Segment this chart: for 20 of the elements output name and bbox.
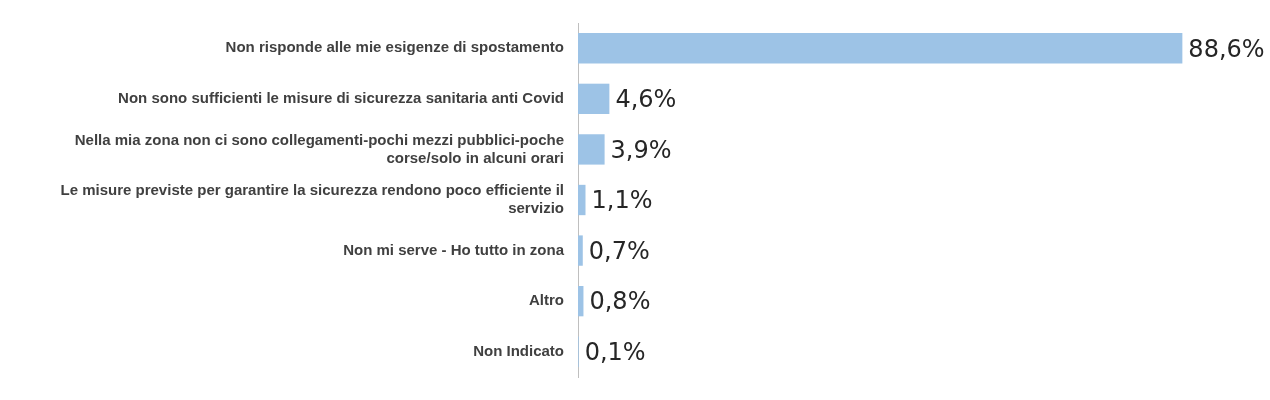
y-tick-label: Non Indicato — [473, 341, 564, 359]
data-label: 88,6% — [1188, 34, 1265, 63]
y-tick-label: Le misure previste per garantire la sicurezza rendono poco efficiente il servizio — [60, 181, 564, 217]
y-tick-label: Non risponde alle mie esigenze di spostamento — [225, 38, 564, 56]
bar — [578, 83, 610, 115]
y-tick-label: Nella mia zona non ci sono collegamenti-pochi mezzi pubblici-poche corse/solo in alcuni orari — [74, 130, 564, 166]
bar — [578, 235, 583, 266]
data-label: 3,9% — [610, 135, 672, 164]
data-label: 1,1% — [591, 186, 653, 215]
y-tick-label: Altro — [529, 291, 564, 309]
data-label: 4,6% — [615, 85, 677, 114]
data-label: 0,7% — [588, 236, 650, 265]
data-label: 0,1% — [584, 337, 646, 366]
y-tick-label: Non sono sufficienti le misure di sicurezza sanitaria anti Covid — [118, 89, 564, 106]
bar — [578, 184, 586, 216]
bar — [578, 134, 605, 165]
y-tick-label: Non mi serve - Ho tutto in zona — [343, 240, 565, 258]
data-label: 0,8% — [589, 287, 651, 316]
bar — [578, 33, 1183, 64]
bar — [578, 285, 584, 317]
